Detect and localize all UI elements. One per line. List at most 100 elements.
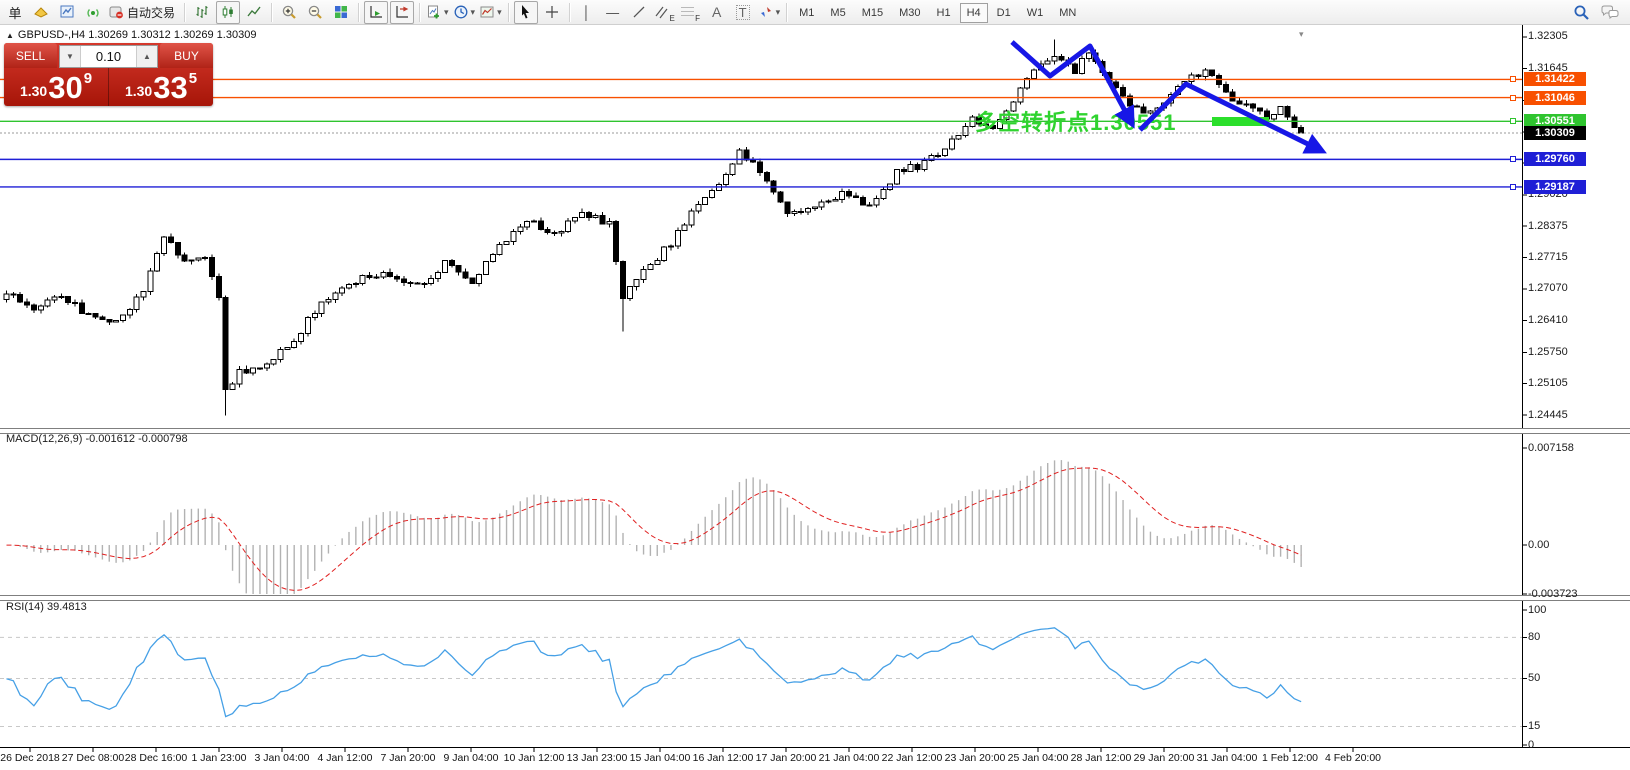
candle-body [1188, 74, 1195, 83]
tile-windows-button[interactable] [329, 1, 353, 24]
candle-body [1003, 110, 1010, 120]
bar-chart-button[interactable] [190, 1, 214, 24]
timeframe-D1[interactable]: D1 [996, 7, 1011, 19]
candle-body [339, 287, 346, 294]
trend-arrow[interactable] [1010, 40, 1135, 129]
candle-body [65, 295, 72, 303]
candle-body [894, 169, 900, 185]
search-icon[interactable] [1573, 4, 1590, 21]
candle-body [640, 269, 647, 281]
candle-body [1024, 77, 1031, 89]
candle-body [476, 273, 483, 284]
candle-body [757, 161, 763, 174]
price-line-badge[interactable]: 1.31422 [1524, 72, 1586, 87]
price-line-badge[interactable]: 1.31046 [1524, 90, 1586, 105]
sell-button[interactable]: SELL [4, 43, 57, 68]
chart-shift-marker-icon[interactable]: ▾ [1299, 29, 1304, 39]
new-chart-button[interactable]: ▾ [425, 1, 450, 24]
candle-body [565, 220, 572, 232]
timeframe-W1[interactable]: W1 [1026, 7, 1044, 19]
candle-body [1202, 69, 1209, 78]
buy-button[interactable]: BUY [160, 43, 213, 68]
candle-body [304, 317, 311, 335]
candlestick-chart-button[interactable] [216, 0, 241, 24]
timeframe-H1[interactable]: H1 [936, 7, 951, 19]
volume-input[interactable]: 0.10 [95, 49, 122, 64]
candle-body [277, 348, 284, 360]
macd-axis-label: -0.003723 [1528, 587, 1578, 600]
new-order-label: 单 [8, 5, 22, 21]
vertical-line-button[interactable]: │ [575, 1, 599, 24]
line-anchor-handle[interactable] [1510, 76, 1516, 83]
candle-body [291, 340, 298, 348]
chat-icon[interactable] [1600, 4, 1620, 20]
macd-pane-separator[interactable] [0, 428, 1630, 434]
fibonacci-button[interactable]: F [679, 1, 703, 24]
text-label-button[interactable]: T [731, 1, 755, 24]
timeframe-H4[interactable]: H4 [959, 3, 988, 23]
market-watch-button[interactable] [55, 1, 79, 24]
rsi-pane-separator[interactable] [0, 595, 1630, 601]
signals-button[interactable] [81, 1, 105, 24]
timeframe-M15[interactable]: M15 [861, 7, 884, 19]
candle-body [818, 201, 825, 208]
trendline-button[interactable] [627, 1, 651, 24]
candle-body [1277, 105, 1284, 116]
candle-body [852, 195, 859, 199]
horizontal-line-button[interactable]: — [601, 1, 625, 24]
volume-decrease-button[interactable]: ▼ [60, 46, 81, 67]
candle-body [743, 149, 750, 161]
text-button[interactable]: A [705, 1, 729, 24]
candle-body [346, 284, 352, 289]
chart-shift-button[interactable] [390, 0, 415, 24]
candle-body [667, 245, 674, 248]
periods-button[interactable]: ▾ [452, 1, 477, 24]
price-line-badge[interactable]: 1.29187 [1524, 179, 1586, 194]
crosshair-button[interactable] [540, 1, 564, 24]
zoom-out-button[interactable] [303, 1, 327, 24]
metaeditor-button[interactable] [29, 1, 53, 24]
timeframe-M30[interactable]: M30 [899, 7, 921, 19]
autotrading-button[interactable]: 自动交易 [107, 1, 179, 24]
templates-button[interactable]: ▾ [478, 1, 503, 24]
timeframe-M1[interactable]: M1 [799, 7, 815, 19]
autotrading-label: 自动交易 [127, 5, 176, 20]
line-anchor-handle[interactable] [1510, 118, 1516, 125]
price-line-badge[interactable]: 1.29760 [1524, 152, 1586, 167]
candle-body [448, 260, 455, 267]
candle-body [483, 260, 489, 275]
timeframe-M5[interactable]: M5 [830, 7, 846, 19]
line-anchor-handle[interactable] [1510, 183, 1516, 190]
zoom-in-button[interactable] [277, 1, 301, 24]
price-axis-label: 1.25750 [1528, 345, 1568, 358]
time-axis-label: 13 Jan 23:00 [566, 752, 628, 764]
auto-scroll-button[interactable] [364, 0, 389, 24]
timeframe-MN[interactable]: MN [1059, 7, 1077, 19]
candlestick-series [3, 39, 1305, 416]
candle-body [24, 301, 31, 306]
line-anchor-handle[interactable] [1510, 156, 1516, 163]
cursor-button[interactable] [513, 0, 538, 24]
line-chart-button[interactable] [242, 1, 266, 24]
arrows-button[interactable]: ▾ [757, 1, 782, 24]
candle-body [1044, 60, 1051, 65]
new-order-button[interactable]: 单 [3, 1, 27, 24]
support-highlight-bar[interactable] [1212, 117, 1269, 126]
symbol-collapse-icon[interactable]: ▲ [6, 31, 14, 40]
bar-chart-icon [196, 6, 208, 18]
buy-price[interactable]: 1.30 33 5 [109, 68, 213, 106]
candle-body [709, 190, 716, 198]
equidistant-channel-icon [655, 6, 668, 19]
line-chart-icon [247, 6, 261, 17]
price-line-badge[interactable]: 1.30551 [1524, 114, 1586, 129]
candle-body [455, 265, 462, 273]
text-label-icon: T [735, 4, 750, 20]
candle-body [352, 283, 359, 286]
equidistant-channel-button[interactable]: E [653, 1, 677, 24]
sell-price[interactable]: 1.30 30 9 [4, 68, 109, 106]
volume-increase-button[interactable]: ▲ [136, 46, 157, 67]
candle-body [133, 296, 140, 311]
trend-arrow[interactable] [1138, 81, 1327, 154]
line-anchor-handle[interactable] [1510, 94, 1516, 101]
